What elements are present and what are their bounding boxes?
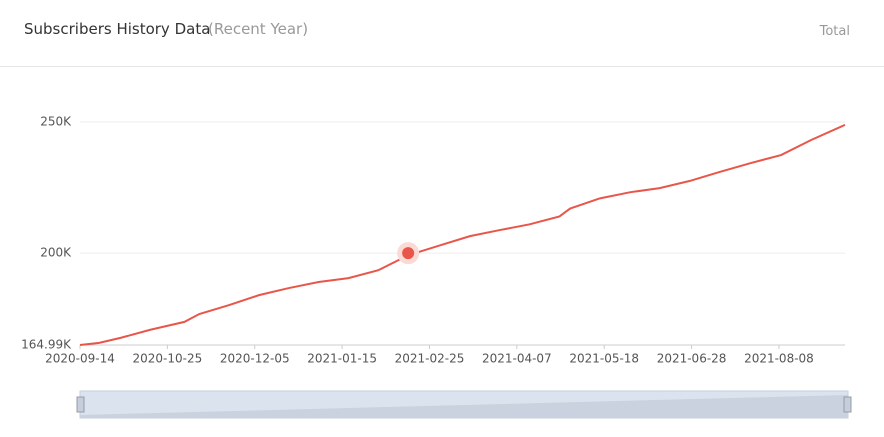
x-tick-label: 2021-05-18 [569, 352, 639, 366]
x-tick-label: 2021-02-25 [395, 352, 465, 366]
x-tick-label: 2021-08-08 [744, 352, 814, 366]
x-tick-label: 2020-09-14 [45, 352, 115, 366]
x-tick-label: 2021-04-07 [482, 352, 552, 366]
title: Subscribers History Data [24, 20, 211, 38]
x-tick-label: 2021-01-15 [307, 352, 377, 366]
header: Subscribers History Data (Recent Year) T… [0, 0, 884, 67]
subtitle: (Recent Year) [208, 20, 309, 38]
slider-handle[interactable] [76, 396, 85, 413]
tab[interactable]: Total [819, 24, 850, 39]
slider-handle[interactable] [843, 396, 852, 413]
milestone-icon [402, 247, 415, 260]
x-tick-label: 2020-10-25 [132, 352, 202, 366]
line [79, 123, 846, 346]
x-tick-label: 2020-12-05 [220, 352, 290, 366]
zoom-slider[interactable] [76, 390, 852, 419]
y-tick-label: 250K [40, 115, 72, 129]
x-tick-label: 2021-06-28 [657, 352, 727, 366]
y-tick-label: 164.99K [21, 338, 72, 352]
slider-preview [80, 395, 848, 418]
y-tick-label: 200K [40, 246, 72, 260]
